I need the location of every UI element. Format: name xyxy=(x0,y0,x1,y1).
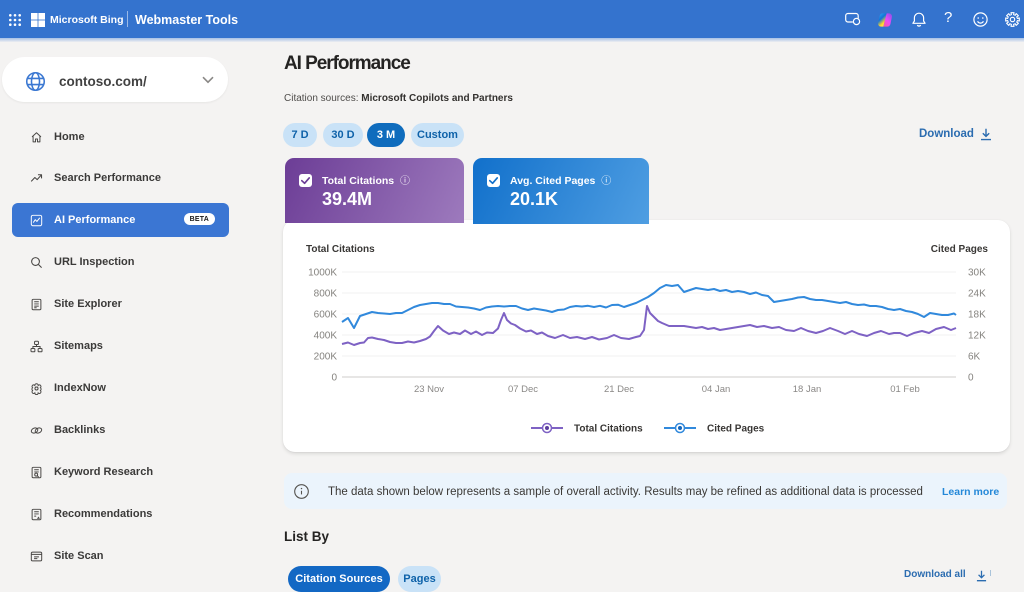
svg-text:400K: 400K xyxy=(314,331,338,342)
svg-text:0: 0 xyxy=(331,373,337,384)
svg-text:1000K: 1000K xyxy=(308,268,337,279)
svg-text:24K: 24K xyxy=(968,289,986,300)
svg-text:23 Nov: 23 Nov xyxy=(414,384,444,395)
svg-text:0: 0 xyxy=(968,373,974,384)
svg-text:Cited Pages: Cited Pages xyxy=(707,424,765,435)
svg-text:600K: 600K xyxy=(314,310,338,321)
svg-text:07 Dec: 07 Dec xyxy=(508,384,538,395)
svg-text:21 Dec: 21 Dec xyxy=(604,384,634,395)
svg-text:Cited Pages: Cited Pages xyxy=(931,244,989,255)
svg-text:Total Citations: Total Citations xyxy=(306,244,375,255)
svg-text:800K: 800K xyxy=(314,289,338,300)
svg-text:12K: 12K xyxy=(968,331,986,342)
svg-text:04 Jan: 04 Jan xyxy=(702,384,731,395)
svg-text:6K: 6K xyxy=(968,352,981,363)
svg-text:18 Jan: 18 Jan xyxy=(793,384,822,395)
svg-text:01 Feb: 01 Feb xyxy=(890,384,920,395)
svg-text:18K: 18K xyxy=(968,310,986,321)
svg-text:200K: 200K xyxy=(314,352,338,363)
svg-text:30K: 30K xyxy=(968,268,986,279)
svg-text:Total Citations: Total Citations xyxy=(574,424,643,435)
